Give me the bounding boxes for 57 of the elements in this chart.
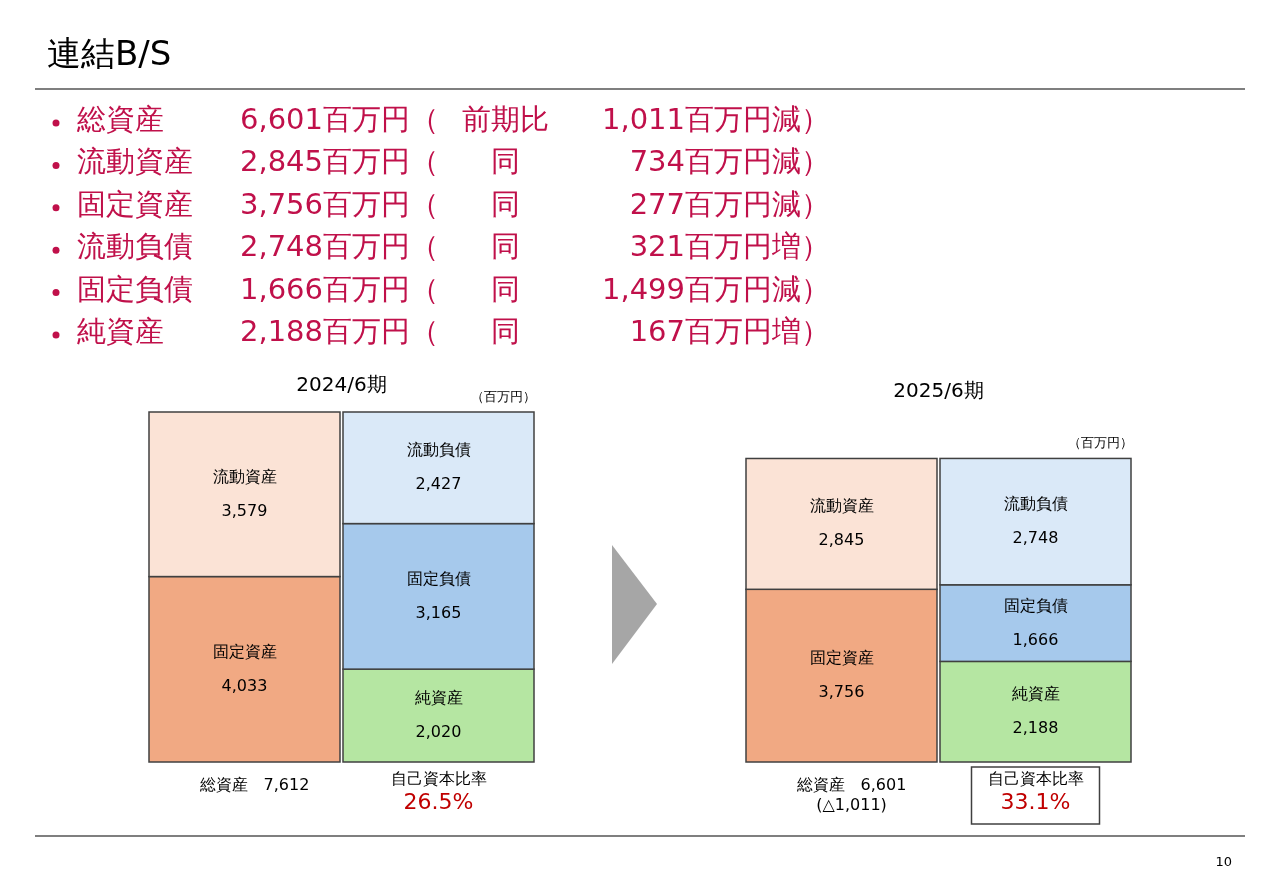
- text: 自己資本比率: [987, 768, 1084, 788]
- series-label: 固定資産: [212, 641, 277, 661]
- chart-subtitle: （百万円）: [1068, 434, 1133, 450]
- text: 2,188百万円（: [240, 314, 440, 348]
- text: 167百万円増）: [629, 314, 830, 348]
- text: 33.1%: [1000, 789, 1071, 814]
- text: 流動負債: [77, 229, 193, 264]
- series-label: 固定負債: [1003, 595, 1068, 615]
- series-label: 純資産: [1011, 684, 1060, 704]
- text: 同: [490, 271, 520, 306]
- text: 1,666百万円（: [240, 271, 440, 306]
- series-label: 固定負債: [406, 568, 471, 588]
- text: 3,756百万円（: [240, 186, 440, 221]
- text: 2,845百万円（: [240, 144, 440, 179]
- text: 固定負債: [77, 271, 193, 306]
- text: 734百万円減）: [629, 144, 830, 179]
- text: (△1,011): [816, 794, 887, 814]
- data-label: 2,188: [1012, 718, 1059, 738]
- text: 連結B/S: [47, 32, 172, 73]
- text: 6,601百万円（: [240, 102, 440, 136]
- data-label: 3,579: [221, 500, 268, 520]
- text: 固定資産: [77, 186, 193, 221]
- series-label: 流動負債: [1003, 494, 1068, 514]
- data-label: 2,748: [1012, 528, 1059, 548]
- series-label: 流動負債: [406, 440, 471, 460]
- text: 1,499百万円減）: [601, 271, 830, 306]
- text: 26.5%: [403, 789, 474, 814]
- text: 277百万円減）: [629, 186, 830, 221]
- text: 流動資産: [77, 144, 193, 179]
- series-label: 流動資産: [212, 466, 277, 486]
- text: 総資産 7,612: [198, 774, 310, 794]
- chart-title: 2024/6期: [296, 371, 387, 396]
- data-label: 1,666: [1012, 629, 1059, 649]
- data-label: 3,165: [415, 602, 462, 622]
- text: 321百万円増）: [629, 229, 830, 264]
- series-label: 固定資産: [809, 648, 874, 668]
- text: 同: [490, 314, 520, 348]
- chart-subtitle: （百万円）: [471, 388, 536, 404]
- data-label: 2,020: [415, 722, 462, 742]
- chart-title: 2025/6期: [893, 377, 984, 402]
- data-label: 3,756: [818, 682, 865, 702]
- data-label: 2,845: [818, 530, 865, 550]
- text: 10: [1215, 853, 1232, 869]
- text: 同: [490, 229, 520, 264]
- text: 自己資本比率: [390, 768, 487, 788]
- text: 2,748百万円（: [240, 229, 440, 264]
- text: 前期比: [461, 102, 549, 136]
- series-label: 純資産: [414, 688, 463, 708]
- text: 総資産 6,601: [795, 774, 907, 794]
- text: 同: [490, 186, 520, 221]
- text: 1,011百万円減）: [601, 102, 830, 136]
- text: 同: [490, 144, 520, 179]
- text: 総資産: [76, 102, 164, 136]
- data-label: 2,427: [415, 474, 462, 494]
- series-label: 流動資産: [809, 496, 874, 516]
- data-label: 4,033: [221, 675, 268, 695]
- text: 純資産: [77, 314, 164, 348]
